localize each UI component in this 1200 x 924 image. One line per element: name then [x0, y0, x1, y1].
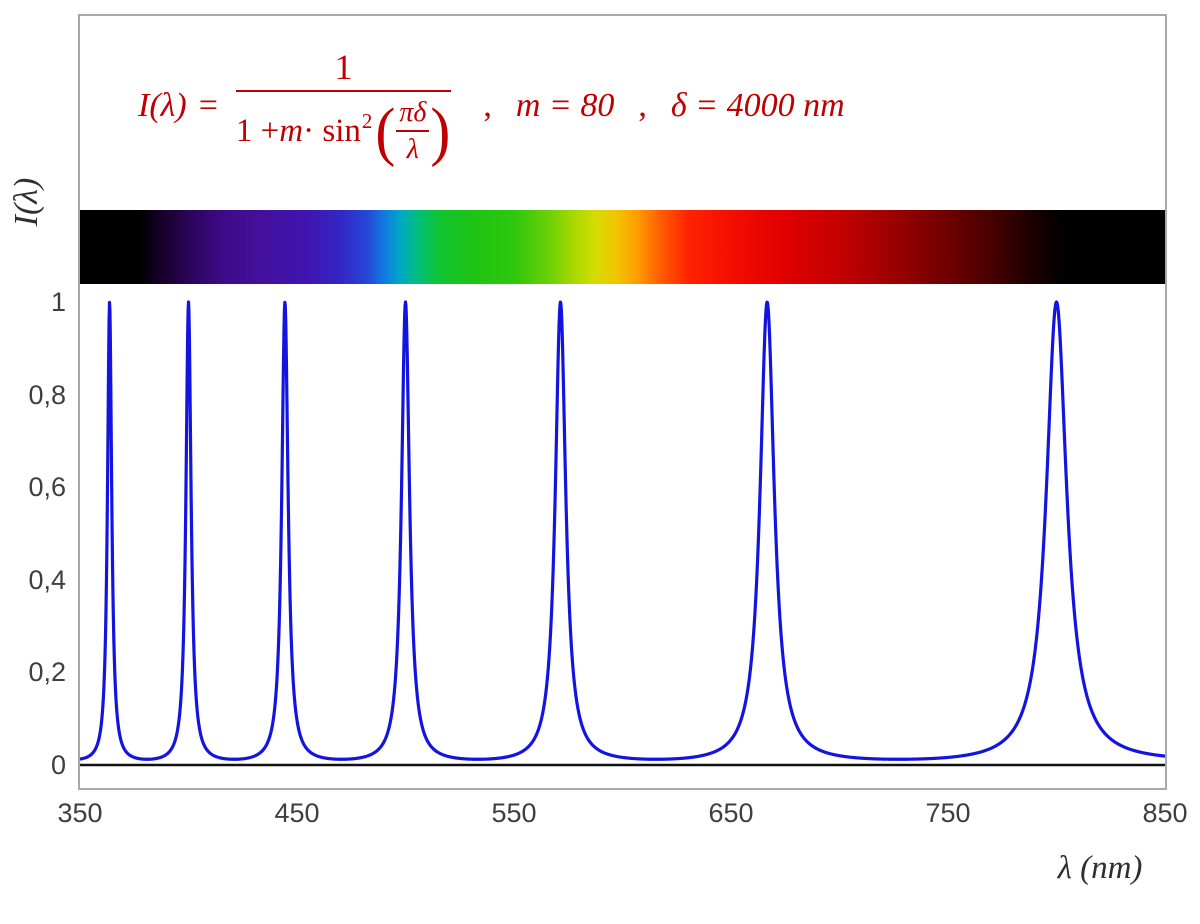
visible-spectrum-strip: [80, 210, 1165, 284]
formula: I(λ) = 1 1 + m · sin 2 ( πδ λ ) , m = 80: [138, 26, 845, 186]
x-tick-label: 550: [491, 798, 537, 828]
y-tick-label: 0,4: [28, 564, 66, 595]
x-tick-label: 650: [708, 798, 754, 828]
inner-denominator: λ: [406, 133, 419, 165]
x-tick-label: 350: [57, 798, 103, 828]
formula-main-fraction: 1 1 + m · sin 2 ( πδ λ ): [235, 46, 452, 164]
fraction-numerator: 1: [334, 46, 353, 87]
fraction-denominator: 1 + m · sin 2 ( πδ λ ): [236, 92, 451, 164]
fraction-bar: [235, 89, 452, 92]
den-m-variable: m: [279, 112, 304, 149]
param-m: m = 80: [515, 87, 615, 124]
inner-fraction-bar: [396, 129, 430, 132]
inner-fraction: πδ λ: [396, 96, 430, 165]
param-delta: δ = 4000 nm: [670, 87, 845, 124]
plot-area: I(λ) = 1 1 + m · sin 2 ( πδ λ ) , m = 80: [78, 14, 1167, 790]
formula-lhs: I(λ): [138, 87, 187, 124]
x-tick-label: 450: [274, 798, 320, 828]
open-paren: (: [375, 94, 396, 168]
y-tick-label: 0,6: [28, 472, 66, 503]
x-tick-label: 750: [925, 798, 971, 828]
y-tick-label: 0: [50, 750, 66, 780]
separator-comma: ,: [638, 87, 647, 124]
y-tick-label: 0,8: [28, 379, 66, 410]
separator-comma: ,: [483, 87, 492, 124]
x-axis-title: λ (nm): [1057, 850, 1143, 886]
y-axis-title: I(λ): [8, 177, 45, 227]
formula-equals: =: [198, 87, 218, 124]
y-tick-label: 0,2: [28, 657, 66, 688]
y-tick-label: 1: [50, 287, 66, 317]
close-paren: ): [430, 94, 451, 168]
intensity-curve: [80, 300, 1165, 761]
x-tick-label: 850: [1142, 798, 1188, 828]
inner-numerator: πδ: [399, 96, 427, 128]
den-constant: 1 +: [235, 112, 280, 149]
den-exponent: 2: [361, 108, 373, 133]
intensity-plot: [80, 300, 1165, 767]
den-sin: · sin: [303, 112, 361, 149]
